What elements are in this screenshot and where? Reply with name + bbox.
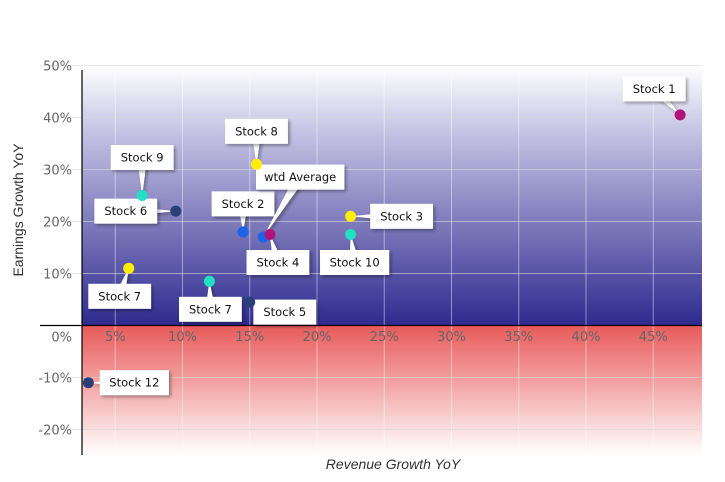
y-tick-label: 30%	[43, 164, 72, 179]
x-tick-label: 5%	[105, 330, 126, 345]
scatter-point	[82, 377, 94, 389]
data-label-text: Stock 3	[380, 209, 423, 223]
scatter-point	[250, 158, 262, 170]
data-label-text: Stock 1	[633, 82, 676, 96]
callout-box	[320, 250, 390, 275]
data-label: Stock 3	[350, 203, 434, 229]
data-label-text: Stock 12	[109, 376, 159, 390]
callout-box	[88, 283, 152, 309]
y-tick-label: 20%	[43, 216, 72, 231]
data-label-text: Stock 7	[98, 289, 141, 303]
y-tick-label: 40%	[43, 112, 72, 127]
callout-box	[370, 203, 434, 229]
data-label-text: wtd Average	[264, 170, 336, 184]
callout-box	[622, 76, 686, 102]
data-label: Stock 7	[88, 268, 152, 309]
data-label: Stock 1	[622, 76, 686, 115]
callout-box	[211, 191, 275, 217]
data-label-text: Stock 6	[104, 204, 147, 218]
y-tick-label: -10%	[38, 372, 72, 387]
scatter-point	[237, 226, 249, 238]
y-tick-label: 50%	[43, 60, 72, 75]
scatter-point	[203, 275, 215, 287]
data-label: Stock 9	[110, 145, 174, 196]
scatter-point	[244, 296, 256, 308]
data-label-text: Stock 9	[121, 151, 164, 165]
x-tick-label: 45%	[639, 330, 668, 345]
data-label: Stock 8	[225, 118, 288, 165]
data-label: Stock 7	[179, 281, 242, 322]
y-tick-label: 10%	[43, 268, 72, 283]
data-label: wtd Average	[256, 164, 345, 238]
data-label-text: Stock 10	[330, 256, 380, 270]
scatter-point	[170, 205, 182, 217]
positive-band	[82, 65, 702, 326]
x-tick-label: 40%	[572, 330, 601, 345]
callout-box	[246, 250, 310, 275]
scatter-point	[136, 190, 148, 201]
x-tick-label: 35%	[504, 330, 533, 345]
data-label: Stock 2	[211, 191, 275, 232]
callout-box	[110, 145, 174, 170]
x-axis-title: Revenue Growth YoY	[326, 456, 462, 472]
x-tick-label: 20%	[303, 330, 332, 345]
x-tick-label: 10%	[168, 330, 197, 345]
y-axis-title: Earnings Growth YoY	[10, 143, 26, 277]
scatter-point	[264, 229, 276, 240]
x-tick-label: 25%	[370, 330, 399, 345]
scatter-point	[674, 109, 686, 121]
callout-box	[256, 164, 345, 190]
data-label: Stock 5	[249, 299, 317, 325]
negative-band	[82, 325, 702, 455]
x-tick-label: 15%	[235, 330, 264, 345]
data-label: Stock 12	[88, 370, 169, 396]
callout-pointer	[263, 174, 305, 238]
y-tick-label: -20%	[38, 424, 72, 439]
data-label-text: Stock 5	[263, 305, 306, 319]
data-label: Stock 10	[320, 234, 390, 275]
callout-box	[253, 299, 317, 325]
data-label: Stock 4	[246, 234, 310, 275]
scatter-point	[123, 262, 135, 274]
x-tick-label: 30%	[437, 330, 466, 345]
data-label: Stock 6	[94, 198, 176, 224]
callout-box	[225, 118, 288, 144]
data-label-text: Stock 2	[222, 197, 265, 211]
scatter-point	[345, 210, 357, 222]
callout-box	[99, 370, 169, 396]
callout-box	[94, 198, 158, 224]
callout-box	[179, 296, 242, 322]
data-label-text: Stock 8	[235, 124, 278, 138]
data-label-text: Stock 7	[189, 302, 232, 316]
scatter-point	[345, 229, 357, 240]
data-label-text: Stock 4	[257, 256, 300, 270]
y-tick-label: 0%	[51, 331, 72, 346]
